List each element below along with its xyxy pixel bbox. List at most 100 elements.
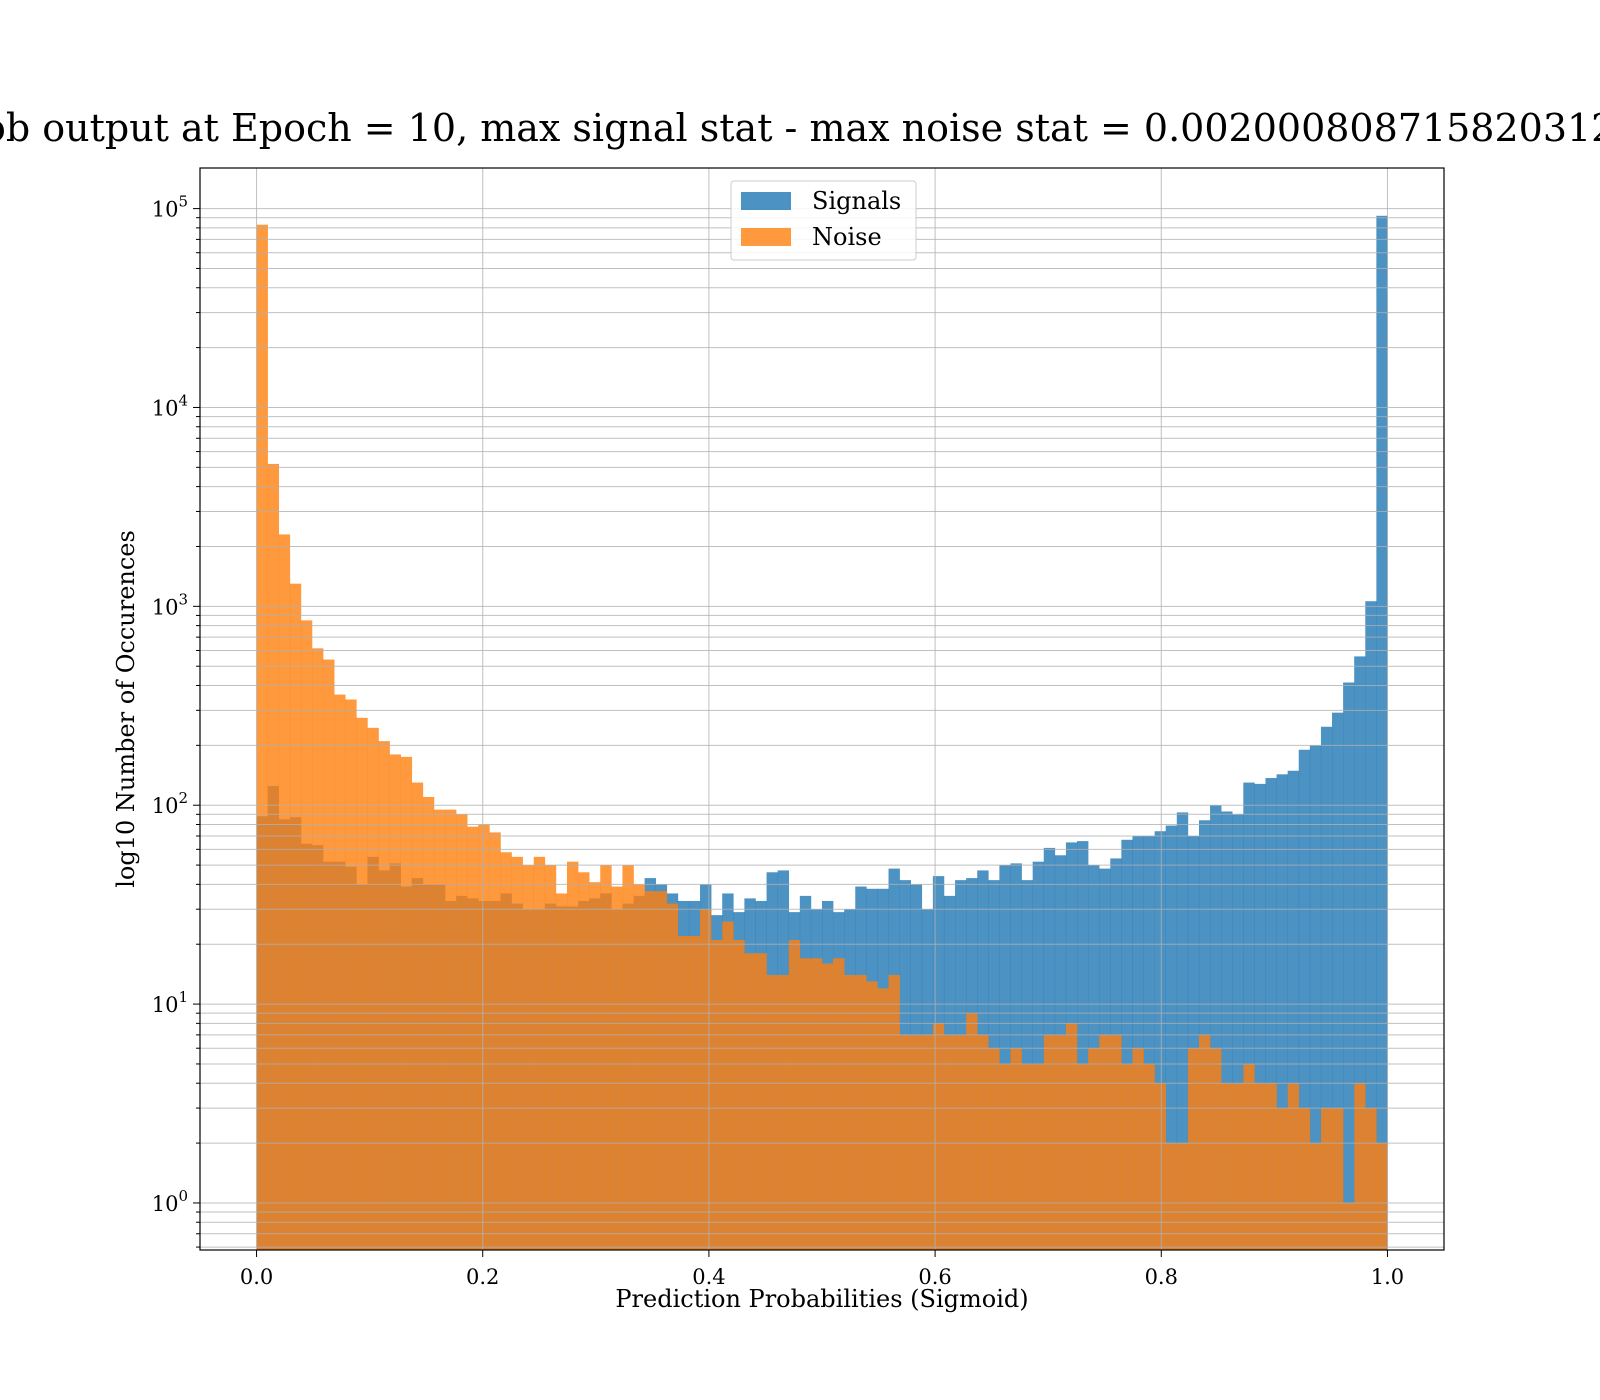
bar-noise	[844, 975, 856, 1250]
bar-noise	[1287, 1083, 1300, 1250]
bar-signals	[1187, 836, 1200, 1250]
bar-noise	[1099, 1034, 1111, 1250]
bar-noise	[323, 659, 335, 1250]
bar-signals	[1265, 778, 1277, 1250]
bar-signals	[1320, 726, 1333, 1250]
bar-signals	[1254, 783, 1266, 1250]
plot-frame	[199, 167, 1445, 1251]
y-tick-label: 104	[152, 391, 188, 420]
bar-noise	[943, 1034, 956, 1250]
bar-noise	[334, 694, 346, 1250]
bar-noise	[500, 852, 512, 1250]
bar-signals	[1121, 839, 1133, 1250]
bar-noise	[467, 826, 479, 1250]
bar-signals	[1232, 814, 1244, 1250]
bar-noise	[755, 953, 767, 1250]
x-tick-label: 0.8	[1145, 1265, 1178, 1289]
bar-noise	[433, 809, 446, 1250]
bar-noise	[1088, 1048, 1100, 1250]
x-tick-label: 0.4	[692, 1265, 725, 1289]
bar-signals	[1298, 749, 1311, 1250]
bar-noise	[1065, 1023, 1078, 1250]
y-tick-label: 105	[152, 193, 188, 222]
bar-noise	[311, 648, 324, 1250]
bar-noise	[744, 953, 756, 1250]
bar-noise	[955, 1034, 967, 1250]
bar-noise	[611, 886, 623, 1250]
bar-noise	[278, 534, 291, 1250]
bar-noise	[600, 865, 612, 1250]
x-tick-label: 1.0	[1371, 1265, 1404, 1289]
bar-noise	[810, 958, 823, 1250]
bar-noise	[655, 891, 668, 1250]
bar-noise	[722, 921, 734, 1250]
bar-noise	[267, 463, 280, 1251]
bar-signals	[1287, 770, 1300, 1250]
bar-noise	[733, 940, 745, 1250]
bar-noise	[977, 1034, 989, 1250]
y-axis-label: log10 Number of Occurences	[112, 530, 140, 888]
legend-label-signals: Signals	[812, 187, 901, 215]
noise-bars	[256, 224, 1388, 1251]
legend-label-noise: Noise	[812, 223, 882, 251]
bar-signals	[1210, 805, 1222, 1250]
legend: Signals Noise	[730, 180, 917, 261]
bar-noise	[489, 832, 501, 1250]
bar-signals	[1077, 841, 1089, 1250]
bar-noise	[1210, 1048, 1222, 1250]
bar-signals	[1332, 712, 1344, 1250]
bar-noise	[766, 975, 778, 1250]
bar-noise	[533, 856, 546, 1250]
bar-noise	[367, 727, 379, 1250]
bar-noise	[1043, 1034, 1056, 1250]
bar-signals	[1176, 812, 1189, 1250]
bar-noise	[1343, 1202, 1355, 1250]
bar-noise	[566, 861, 579, 1250]
bar-noise	[1332, 1108, 1344, 1250]
bar-noise	[1187, 1048, 1200, 1250]
bar-noise	[633, 884, 645, 1250]
bar-noise	[1198, 1034, 1211, 1250]
chart-title: prob output at Epoch = 10, max signal st…	[0, 106, 1600, 150]
x-tick-label: 0.2	[466, 1265, 499, 1289]
bar-noise	[1254, 1083, 1266, 1250]
bar-noise	[1243, 1063, 1255, 1250]
bar-noise	[300, 620, 313, 1250]
bar-signals	[1309, 745, 1322, 1250]
bar-noise	[822, 963, 834, 1250]
bar-noise	[966, 1013, 978, 1250]
bar-noise	[921, 1034, 934, 1250]
bar-noise	[1276, 1108, 1288, 1250]
bar-noise	[788, 940, 801, 1250]
bar-noise	[777, 975, 790, 1250]
x-axis-label: Prediction Probabilities (Sigmoid)	[615, 1285, 1028, 1313]
bar-signals	[1376, 215, 1388, 1250]
bar-noise	[855, 975, 867, 1250]
bar-noise	[400, 756, 413, 1250]
bar-noise	[988, 1048, 1000, 1250]
bar-noise	[555, 893, 568, 1250]
bar-noise	[644, 891, 656, 1250]
bar-noise	[1376, 1143, 1388, 1250]
bar-noise	[289, 583, 302, 1250]
bar-noise	[1320, 1108, 1333, 1250]
bar-noise	[1154, 1083, 1167, 1250]
bar-noise	[888, 975, 900, 1250]
bar-noise	[345, 699, 357, 1250]
bar-noise	[511, 856, 523, 1250]
bar-noise	[1054, 1034, 1067, 1250]
x-tick-label: 0.0	[240, 1265, 273, 1289]
bar-noise	[1110, 1034, 1122, 1250]
bar-signals	[1221, 811, 1233, 1250]
bar-signals	[1354, 656, 1366, 1250]
y-tick-label: 101	[152, 988, 188, 1017]
bar-noise	[1298, 1108, 1311, 1250]
bar-noise	[711, 940, 723, 1250]
x-tick-label: 0.6	[918, 1265, 951, 1289]
bar-noise	[1221, 1083, 1233, 1250]
bar-noise	[445, 809, 457, 1250]
bar-noise	[1121, 1063, 1133, 1250]
bar-noise	[666, 903, 679, 1250]
bar-signals	[1276, 774, 1288, 1250]
